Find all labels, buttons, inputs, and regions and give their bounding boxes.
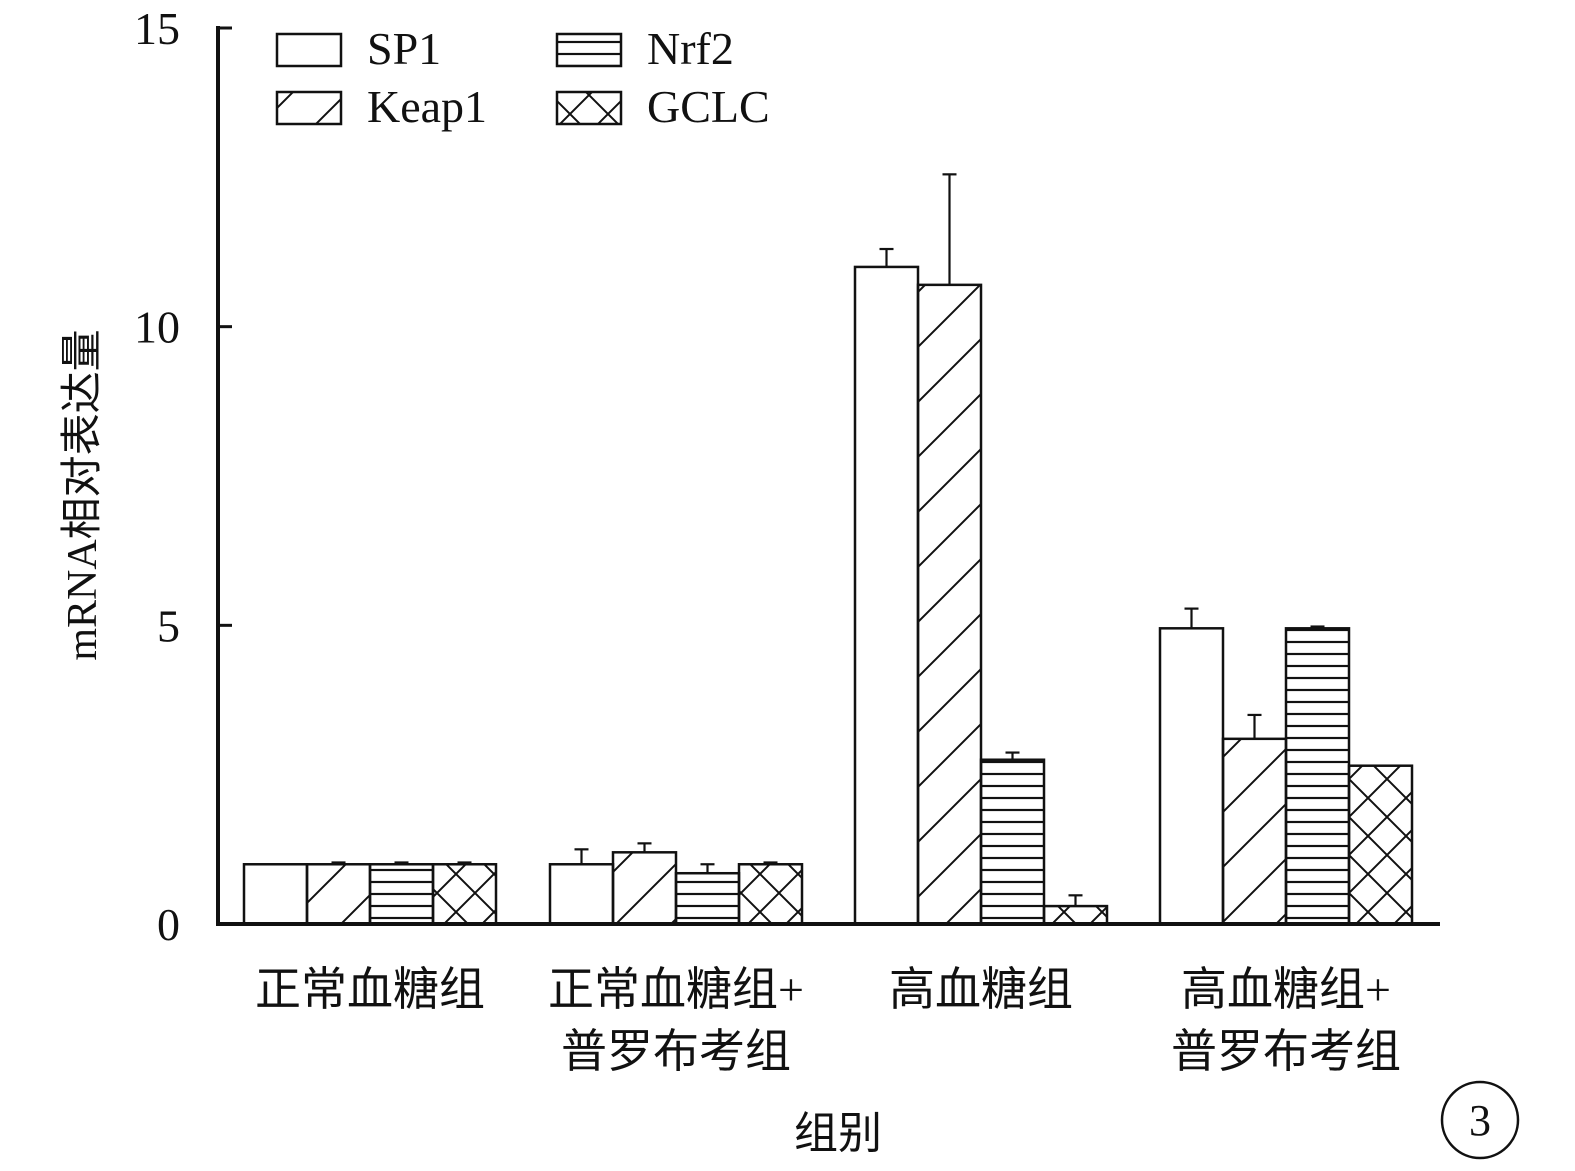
panel-label: 3 — [1440, 1080, 1520, 1160]
bars-group — [242, 173, 1414, 926]
legend-label-gclc: GCLC — [647, 81, 770, 132]
y-tick-label-2: 10 — [134, 302, 180, 353]
legend-label-nrf2: Nrf2 — [647, 23, 734, 74]
bar-keap1-1 — [611, 851, 678, 926]
x-axis-title: 组别 — [794, 1109, 882, 1158]
x-category-label-3-1: 普罗布考组 — [1171, 1026, 1401, 1077]
y-tick-label-3: 15 — [134, 3, 180, 54]
bar-keap1-2 — [916, 283, 983, 926]
y-tick-label-1: 5 — [157, 600, 180, 651]
legend-label-keap1: Keap1 — [367, 81, 487, 132]
bar-sp1-1 — [548, 863, 615, 926]
bar-keap1-3 — [1221, 737, 1288, 926]
bar-gclc-1 — [737, 863, 804, 926]
panel-label-text: 3 — [1469, 1096, 1491, 1145]
legend-swatch-gclc — [555, 90, 623, 126]
y-axis-title: mRNA相对表达量 — [60, 329, 106, 660]
bar-nrf2-2 — [979, 758, 1046, 926]
bar-gclc-2 — [1042, 904, 1109, 926]
bar-sp1-3 — [1158, 627, 1225, 926]
legend-label-sp1: SP1 — [367, 23, 441, 74]
bar-sp1-2 — [853, 265, 920, 926]
axes-group: 0 5 10 15 正常血糖组 正常血糖组+ 普罗布考组 高血糖组 高血糖组+ 普罗布考组 — [134, 3, 1440, 1077]
bar-gclc-3 — [1347, 764, 1414, 926]
bar-gclc-0 — [431, 863, 498, 926]
bar-nrf2-1 — [674, 871, 741, 926]
bar-keap1-0 — [305, 863, 372, 926]
x-category-label-1-0: 正常血糖组+ — [548, 964, 804, 1015]
x-category-label-1-1: 普罗布考组 — [561, 1026, 791, 1077]
legend: SP1 Keap1 Nrf2 GCLC — [275, 23, 770, 132]
x-category-label-2-0: 高血糖组 — [889, 964, 1073, 1015]
bar-sp1-0 — [242, 863, 309, 926]
legend-swatch-keap1 — [275, 90, 343, 126]
legend-swatch-sp1 — [275, 32, 343, 68]
bar-nrf2-3 — [1284, 627, 1351, 926]
x-category-label-0-0: 正常血糖组 — [255, 964, 485, 1015]
bar-nrf2-0 — [368, 863, 435, 926]
y-tick-label-0: 0 — [157, 899, 180, 950]
legend-swatch-nrf2 — [555, 32, 623, 68]
x-category-label-3-0: 高血糖组+ — [1181, 964, 1391, 1015]
